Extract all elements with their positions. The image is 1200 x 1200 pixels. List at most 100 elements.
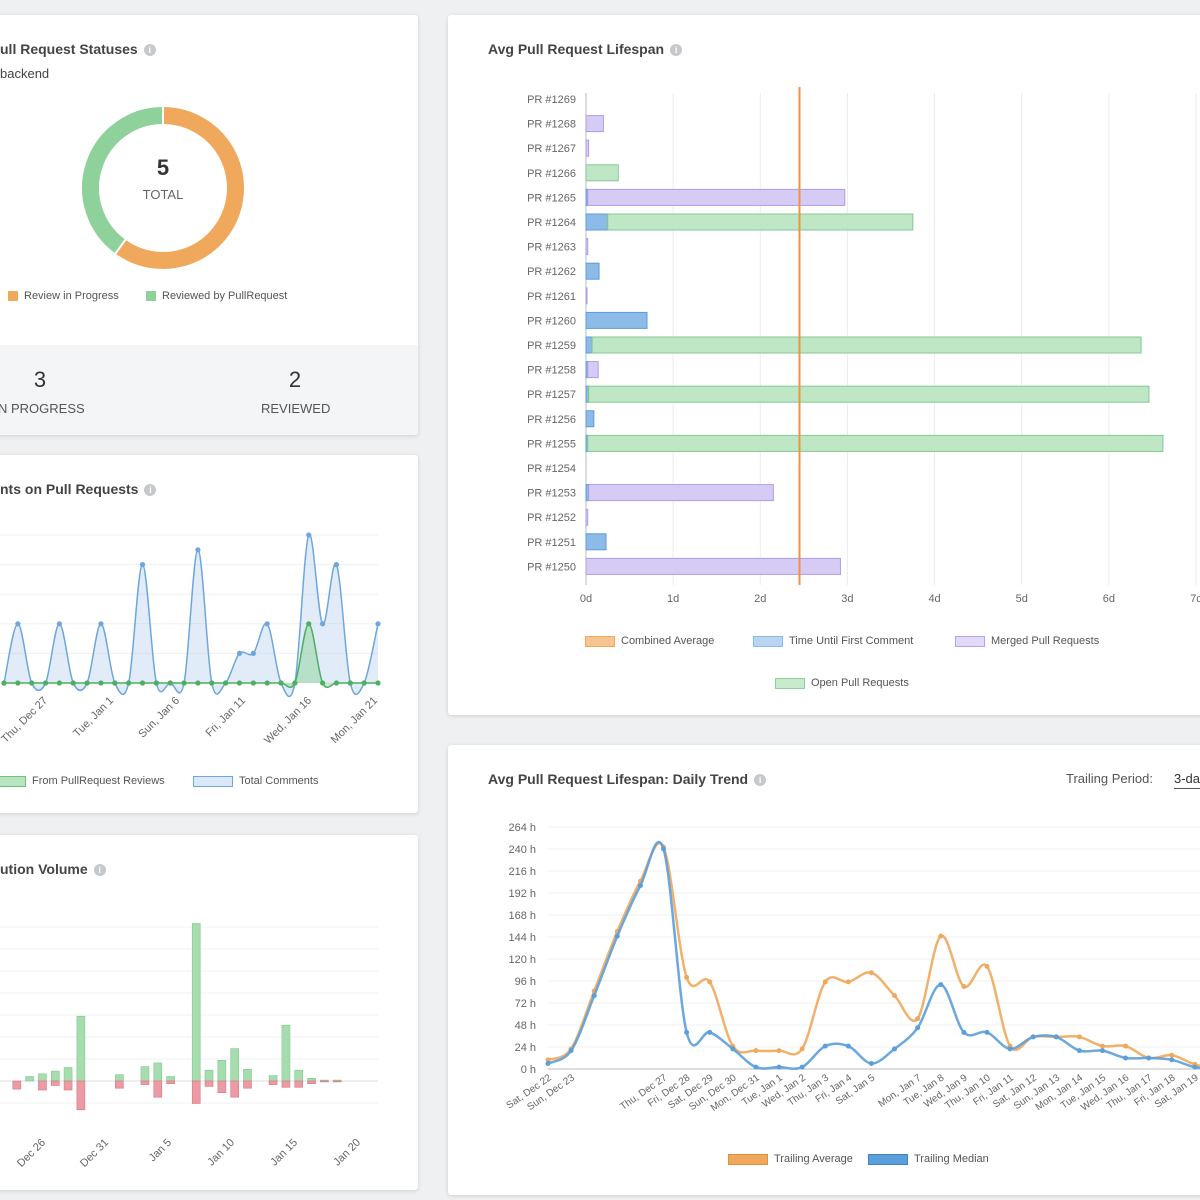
- lifespan-category-label: PR #1255: [527, 438, 576, 450]
- lifespan-legend-open[interactable]: Open Pull Requests: [775, 677, 909, 689]
- lifespan-category-label: PR #1268: [527, 119, 576, 131]
- comments-point: [15, 680, 21, 686]
- volume-bar-negative: [332, 1080, 342, 1083]
- lifespan-category-label: PR #1269: [527, 94, 576, 106]
- trend-point: [984, 1029, 990, 1035]
- comments-point: [319, 621, 326, 627]
- volume-bar-negative: [50, 1080, 60, 1086]
- comments-point: [375, 680, 381, 686]
- lifespan-bar: [587, 188, 846, 206]
- comments-point: [236, 680, 243, 686]
- comments-x-tick: Fri, Jan 11: [203, 695, 248, 740]
- comments-point: [292, 680, 298, 686]
- lifespan-x-tick: 7c: [1190, 593, 1200, 605]
- lifespan-x-tick: 3d: [841, 593, 853, 605]
- trend-legend-median[interactable]: Trailing Median: [868, 1153, 989, 1165]
- volume-bar-positive: [243, 1069, 252, 1082]
- trend-point: [799, 1064, 805, 1070]
- volume-bar-negative: [63, 1080, 73, 1091]
- lifespan-bar: [607, 213, 914, 231]
- trend-y-tick: 120 h: [508, 954, 536, 966]
- legend-swatch: [146, 291, 156, 301]
- volume-card: ution Volume i Dec 26 Dec 31 Jan 5 Jan 10 Jan…: [0, 835, 418, 1190]
- comments-point: [209, 680, 215, 686]
- info-icon[interactable]: i: [144, 484, 157, 496]
- trend-point: [753, 1048, 759, 1054]
- trend-y-tick: 264 h: [508, 822, 536, 834]
- lifespan-x-tick: 1d: [667, 593, 679, 605]
- info-icon[interactable]: i: [754, 774, 767, 786]
- comments-legend-from-reviews[interactable]: From PullRequest Reviews: [0, 775, 165, 787]
- legend-swatch: [728, 1153, 768, 1165]
- comments-point: [112, 680, 118, 686]
- trend-y-tick: 96 h: [515, 976, 536, 988]
- trailing-period-select[interactable]: 3-da: [1174, 771, 1200, 789]
- trend-y-tick: 192 h: [508, 888, 536, 900]
- trend-y-tick: 72 h: [515, 998, 536, 1010]
- trend-legend-average[interactable]: Trailing Average: [728, 1153, 853, 1165]
- comments-point: [139, 680, 146, 686]
- trend-point: [868, 970, 874, 976]
- volume-x-tick: Jan 15: [268, 1137, 300, 1169]
- trend-point: [776, 1064, 782, 1070]
- volume-x-tick: Dec 26: [15, 1137, 48, 1170]
- volume-bar-negative: [217, 1080, 227, 1093]
- comments-point: [264, 680, 270, 686]
- comments-point: [126, 680, 132, 686]
- trend-point: [822, 1043, 828, 1049]
- lifespan-category-label: PR #1262: [527, 266, 576, 278]
- trend-point: [707, 979, 713, 985]
- trend-point: [845, 979, 851, 985]
- lifespan-legend-combined-average[interactable]: Combined Average: [585, 635, 714, 647]
- volume-bar-negative: [76, 1080, 86, 1111]
- lifespan-x-tick: 5d: [1016, 593, 1028, 605]
- comments-legend-total[interactable]: Total Comments: [193, 775, 318, 787]
- trend-point: [637, 883, 643, 889]
- volume-bar-positive: [281, 1024, 291, 1082]
- volume-bar-positive: [268, 1075, 278, 1082]
- lifespan-category-label: PR #1257: [527, 389, 576, 401]
- volume-bar-positive: [204, 1069, 214, 1082]
- comments-point: [1, 680, 7, 686]
- info-icon[interactable]: i: [93, 864, 106, 876]
- trend-y-tick: 0 h: [521, 1064, 536, 1076]
- trend-point: [984, 963, 990, 969]
- info-icon[interactable]: i: [670, 44, 683, 56]
- lifespan-category-label: PR #1252: [527, 512, 576, 524]
- trend-point: [684, 1029, 690, 1035]
- trend-point: [915, 1025, 921, 1031]
- volume-bar-positive: [38, 1073, 47, 1082]
- volume-bar-negative: [191, 1080, 201, 1104]
- volume-bar-negative: [38, 1080, 47, 1091]
- lifespan-chart: 0d 1d 2d 3d 4d 5d 6d 7c PR #1269 PR #1268 PR #1267…: [527, 87, 1200, 605]
- lifespan-bar: [585, 238, 589, 256]
- volume-bar-negative: [153, 1080, 163, 1098]
- volume-bar-positive: [191, 923, 201, 1082]
- volume-chart: Dec 26 Dec 31 Jan 5 Jan 10 Jan 15 Jan 20: [0, 923, 378, 1170]
- volume-bar-negative: [140, 1080, 150, 1085]
- lifespan-category-label: PR #1260: [527, 315, 576, 327]
- trend-y-tick: 240 h: [508, 844, 536, 856]
- lifespan-bar: [585, 262, 600, 280]
- trend-point: [568, 1048, 574, 1054]
- status-legend-review-in-progress[interactable]: Review in Progress: [8, 290, 119, 302]
- comments-point: [167, 680, 173, 686]
- trend-y-tick: 48 h: [515, 1020, 536, 1032]
- lifespan-category-label: PR #1253: [527, 488, 576, 500]
- comments-point: [195, 680, 201, 686]
- volume-bar-negative: [307, 1080, 316, 1084]
- legend-swatch: [955, 635, 985, 647]
- lifespan-legend-merged[interactable]: Merged Pull Requests: [955, 635, 1099, 647]
- trend-point: [1123, 1055, 1129, 1061]
- lifespan-bar: [587, 434, 1164, 452]
- status-legend-reviewed[interactable]: Reviewed by PullRequest: [146, 290, 287, 302]
- trend-point: [1099, 1043, 1105, 1049]
- comments-card: nts on Pull Requests i Thu, Dec 27 Tue, Ja…: [0, 455, 418, 813]
- stat-reviewed-value: 2: [288, 367, 302, 392]
- volume-bar-positive: [230, 1048, 239, 1082]
- volume-x-tick: Jan 20: [331, 1137, 363, 1169]
- donut-slice-0: [113, 104, 246, 271]
- lifespan-legend-first-comment[interactable]: Time Until First Comment: [753, 635, 913, 647]
- info-icon[interactable]: i: [143, 44, 156, 56]
- trend-series-line: [547, 842, 1200, 1067]
